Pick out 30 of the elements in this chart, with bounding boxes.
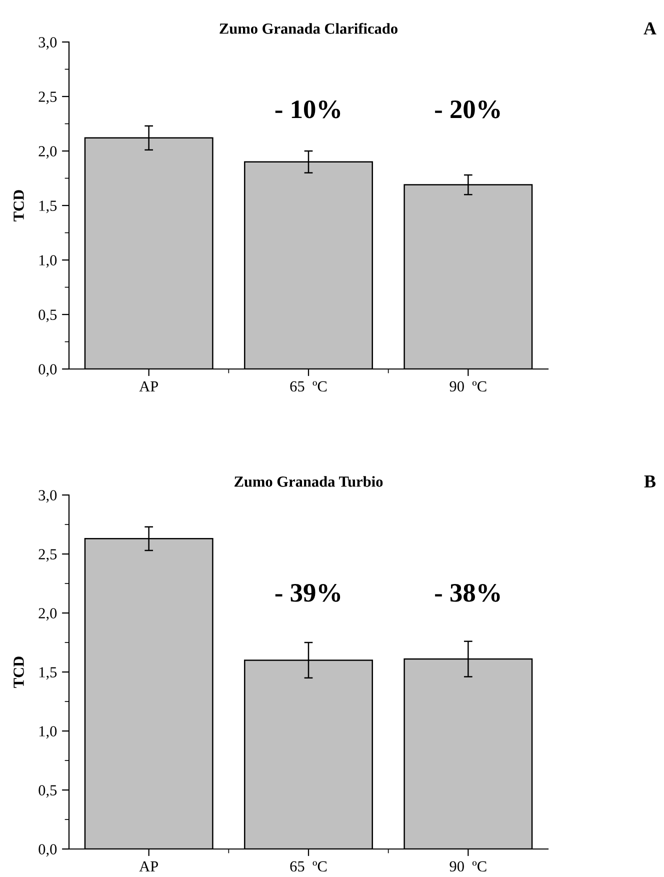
y-tick-label: 3,0 bbox=[38, 490, 57, 503]
y-tick-label: 1,5 bbox=[39, 200, 57, 214]
x-tick-label: 65 ºC bbox=[290, 381, 327, 392]
annotation: - 10% bbox=[275, 100, 340, 118]
text: A bbox=[644, 22, 656, 34]
text: B bbox=[644, 476, 656, 488]
y-tick-label: 1,0 bbox=[39, 726, 57, 739]
y-tick-label: 0,0 bbox=[38, 844, 57, 857]
y-tick-label: 2,0 bbox=[38, 146, 57, 159]
x-tick-label: AP bbox=[139, 861, 158, 872]
y-tick-label: 1,5 bbox=[39, 667, 57, 680]
chart-title: Zumo Granada Clarificado bbox=[220, 22, 398, 34]
y-tick-label: 0,0 bbox=[38, 364, 57, 377]
annotation: - 20% bbox=[435, 100, 500, 118]
y-tick-label: 1,0 bbox=[39, 255, 57, 268]
annotation: - 39% bbox=[275, 584, 340, 602]
y-axis-title: TCD bbox=[14, 190, 24, 222]
y-tick-label: 0,5 bbox=[38, 310, 57, 322]
y-tick-label: 2,5 bbox=[38, 92, 57, 104]
x-tick-label: 90 ºC bbox=[450, 381, 486, 392]
y-tick-label: 3,0 bbox=[38, 37, 57, 50]
x-tick-label: 90 ºC bbox=[450, 861, 486, 872]
y-tick-label: 2,5 bbox=[38, 549, 57, 562]
x-tick-label: AP bbox=[139, 381, 158, 392]
y-tick-label: 2,0 bbox=[38, 608, 57, 621]
chart-title: Zumo Granada Turbio bbox=[234, 476, 383, 487]
y-tick-label: 0,5 bbox=[38, 785, 57, 798]
annotation: - 38% bbox=[435, 584, 500, 602]
y-axis-title: TCD bbox=[14, 656, 24, 688]
x-tick-label: 65 ºC bbox=[290, 861, 327, 872]
